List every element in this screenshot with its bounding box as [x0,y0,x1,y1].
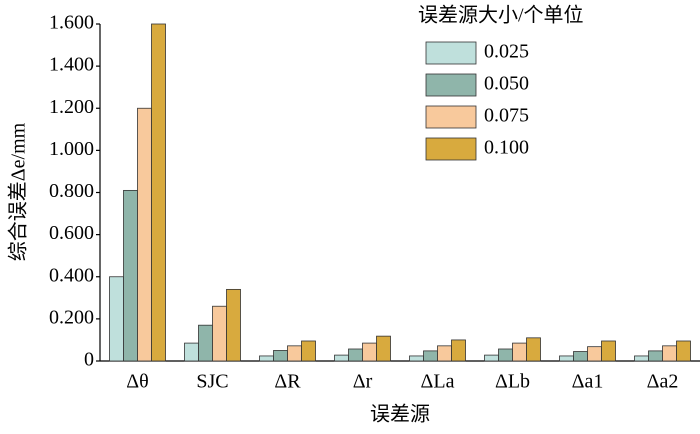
bar [512,342,527,362]
bar [409,355,424,362]
bar [559,355,574,362]
bar [498,348,513,362]
bar [259,355,274,362]
bar [109,276,124,362]
bar [137,107,152,362]
legend-swatch [425,73,477,97]
legend-label: 0.075 [484,105,529,127]
y-tick-label: 1.400 [49,54,94,76]
y-tick-label: 1.000 [49,138,94,160]
x-tick-label: Δr [353,371,373,393]
legend-swatch [425,41,477,65]
bar [423,350,438,362]
bar [198,324,213,362]
bar [287,345,302,362]
bar [451,339,466,362]
bar [362,342,377,362]
bar [123,189,138,362]
bar [676,340,691,362]
bar [437,345,452,362]
y-tick-label: 0.400 [49,264,94,286]
x-tick-label: Δa1 [572,371,604,393]
bar [273,350,288,362]
y-tick-label: 1.200 [49,96,94,118]
x-tick-label: ΔLa [421,371,455,393]
bar [334,354,349,362]
bar [376,335,391,362]
legend-label: 0.100 [484,137,529,159]
y-axis-title: 综合误差Δe/mm [7,122,30,261]
legend-swatch [425,137,477,161]
bar [151,23,166,362]
legend-label: 0.050 [484,73,529,95]
bar [634,355,649,362]
x-tick-label: SJC [196,371,228,393]
x-tick-label: ΔR [274,371,301,393]
y-tick-label: 0.200 [49,306,94,328]
bar [573,351,588,362]
y-tick-label: 0 [84,349,94,371]
bar [601,340,616,362]
bar [648,350,663,362]
y-tick-label: 0.600 [49,222,94,244]
bar [484,354,499,362]
bar [662,345,677,362]
legend-label: 0.025 [484,41,529,63]
x-tick-label: Δθ [126,371,148,393]
bar [348,348,363,362]
bar [526,337,541,362]
legend-title: 误差源大小/个单位 [418,4,584,27]
bar [184,342,199,362]
bar [226,288,241,362]
bar [301,340,316,362]
x-axis-title: 误差源 [370,403,430,426]
bar [587,346,602,362]
y-tick-label: 0.800 [49,180,94,202]
x-tick-label: ΔLb [495,371,530,393]
bar [212,305,227,362]
y-tick-label: 1.600 [49,12,94,34]
x-tick-label: Δa2 [647,371,679,393]
legend-swatch [425,105,477,129]
